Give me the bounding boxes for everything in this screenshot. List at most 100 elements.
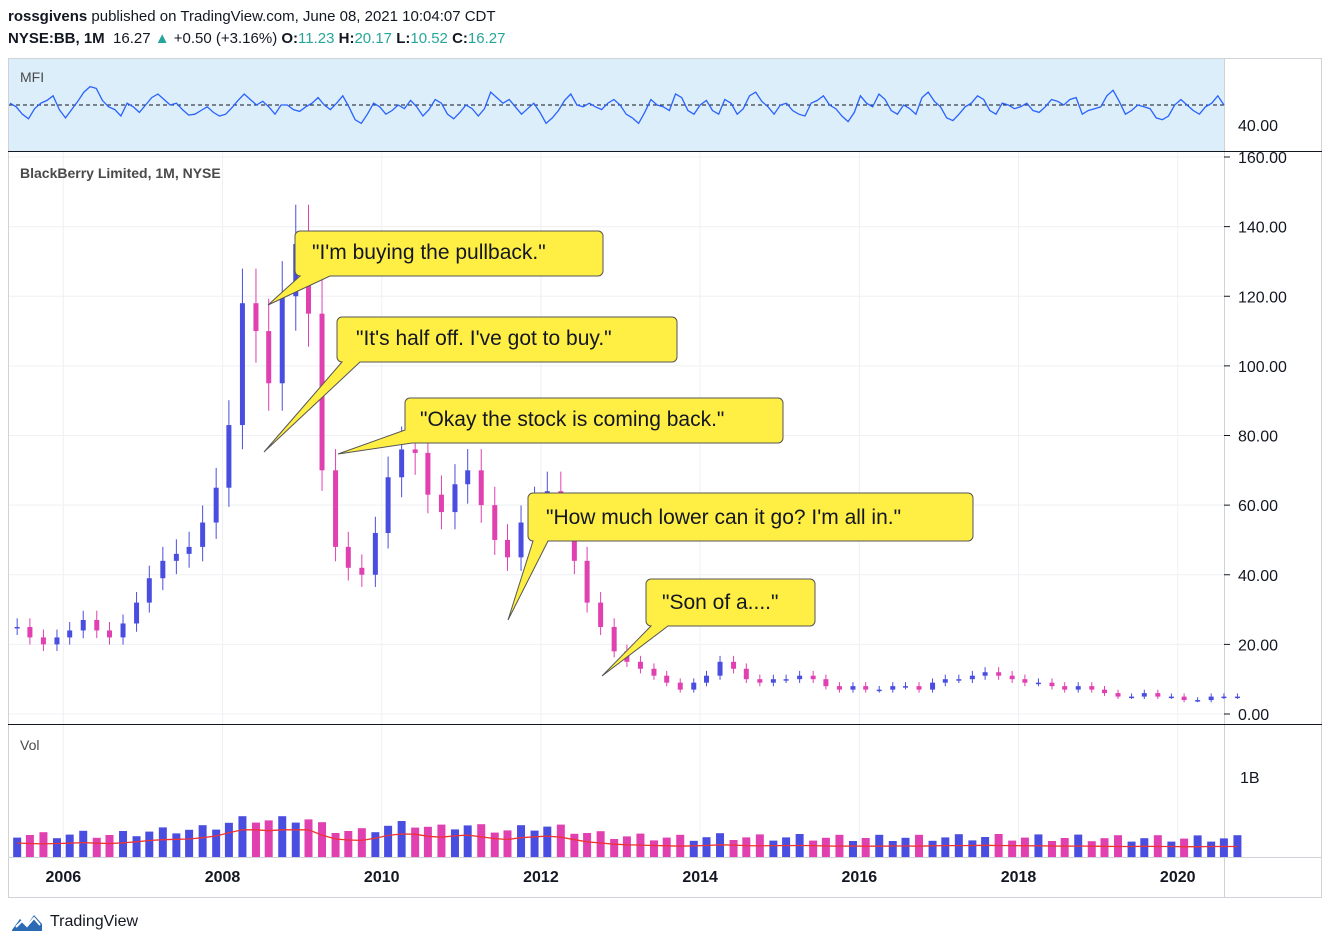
volume-bar xyxy=(583,833,592,857)
volume-bar xyxy=(742,837,751,857)
volume-bar xyxy=(941,837,950,857)
candle xyxy=(134,591,140,632)
callout-1-text: "I'm buying the pullback." xyxy=(312,241,546,264)
y-tick-label: 100.00 xyxy=(1238,359,1287,376)
candle xyxy=(146,565,152,613)
volume-bar xyxy=(105,835,114,857)
callout-4[interactable]: "How much lower can it go? I'm all in." xyxy=(507,492,974,621)
volume-bar xyxy=(371,832,380,857)
callout-3[interactable]: "Okay the stock is coming back." xyxy=(337,397,784,455)
candle xyxy=(200,505,206,562)
volume-bar xyxy=(158,827,167,857)
volume-bar xyxy=(224,822,233,857)
candle xyxy=(956,674,962,684)
volume-bar xyxy=(1047,841,1056,857)
candle xyxy=(1089,682,1095,693)
callout-3-bubble xyxy=(337,397,784,455)
candle xyxy=(942,674,948,687)
volume-bar xyxy=(238,816,247,857)
volume-bar xyxy=(809,840,818,857)
candle xyxy=(1115,689,1121,700)
volume-pane-title: Vol xyxy=(20,737,39,753)
volume-bar xyxy=(821,837,830,857)
candle xyxy=(903,682,908,690)
candle xyxy=(770,674,776,687)
volume-bar xyxy=(901,837,910,857)
volume-bar xyxy=(981,837,990,857)
mfi-band xyxy=(9,59,1224,151)
callout-4-bubble xyxy=(507,492,974,621)
volume-bar xyxy=(251,822,260,857)
callout-2[interactable]: "It's half off. I've got to buy." xyxy=(263,316,678,453)
volume-bar xyxy=(25,835,34,857)
candle xyxy=(810,670,816,684)
mfi-tick-label: 40.00 xyxy=(1238,118,1278,135)
callout-3-text: "Okay the stock is coming back." xyxy=(420,408,724,431)
up-arrow-icon: ▲ xyxy=(154,30,170,47)
candle xyxy=(186,531,192,568)
candle xyxy=(492,486,498,555)
candle xyxy=(584,546,590,613)
volume-bar xyxy=(291,822,300,857)
candle xyxy=(1181,693,1187,703)
candle xyxy=(704,670,709,687)
volume-bar xyxy=(437,824,446,857)
volume-bar xyxy=(1100,838,1109,857)
candle xyxy=(1221,693,1227,700)
volume-bar xyxy=(79,830,88,857)
volume-bar xyxy=(729,840,738,857)
volume-bar xyxy=(119,831,128,857)
candle xyxy=(266,298,272,411)
mfi-series-line xyxy=(9,85,1225,125)
candle xyxy=(226,400,232,507)
candle xyxy=(1075,682,1081,693)
price-pane-title: BlackBerry Limited, 1M, NYSE xyxy=(20,165,221,181)
candle xyxy=(823,674,829,690)
callout-1[interactable]: "I'm buying the pullback." xyxy=(267,230,604,306)
candle xyxy=(1049,678,1055,690)
author-name[interactable]: rossgivens xyxy=(8,8,88,25)
volume-bar xyxy=(1219,838,1228,857)
volume-bar xyxy=(769,840,778,857)
candle xyxy=(890,682,896,693)
candle xyxy=(438,475,444,530)
close-value: 16.27 xyxy=(467,30,506,47)
candle xyxy=(1141,689,1147,700)
candle xyxy=(757,674,763,687)
callout-5[interactable]: "Son of a...." xyxy=(601,578,816,677)
volume-bar xyxy=(1127,841,1136,857)
volume-bar xyxy=(610,839,619,857)
x-tick-label: 2018 xyxy=(1001,869,1037,886)
y-tick-label: 0.00 xyxy=(1238,707,1269,724)
volume-bar xyxy=(848,841,857,857)
candle xyxy=(40,629,46,651)
candle xyxy=(982,667,988,680)
chart-header: rossgivens published on TradingView.com,… xyxy=(8,6,505,50)
volume-bar xyxy=(1008,840,1017,857)
candle xyxy=(372,516,378,587)
volume-bar xyxy=(318,822,327,857)
x-tick-label: 2016 xyxy=(842,869,878,886)
candle xyxy=(160,546,166,591)
volume-bar xyxy=(702,837,711,857)
y-tick-label: 40.00 xyxy=(1238,568,1278,585)
candle xyxy=(94,610,100,639)
volume-bar xyxy=(331,833,340,857)
candle xyxy=(253,268,259,363)
candle xyxy=(651,663,657,680)
candle xyxy=(677,678,683,693)
quote-line: NYSE:BB, 1M 16.27 ▲ +0.50 (+3.16%) O:11.… xyxy=(8,28,505,50)
candle xyxy=(836,682,842,693)
candle xyxy=(359,554,365,587)
volume-bar xyxy=(477,824,486,857)
volume-bar xyxy=(198,825,207,857)
candle xyxy=(1009,670,1015,684)
candle xyxy=(1035,678,1041,687)
volume-bar xyxy=(1020,837,1029,857)
volume-bar xyxy=(570,833,579,857)
tradingview-logo-icon xyxy=(12,915,42,931)
footer-brand[interactable]: TradingView xyxy=(10,911,138,933)
candle xyxy=(425,430,431,514)
price-change: +0.50 (+3.16%) xyxy=(173,30,278,47)
